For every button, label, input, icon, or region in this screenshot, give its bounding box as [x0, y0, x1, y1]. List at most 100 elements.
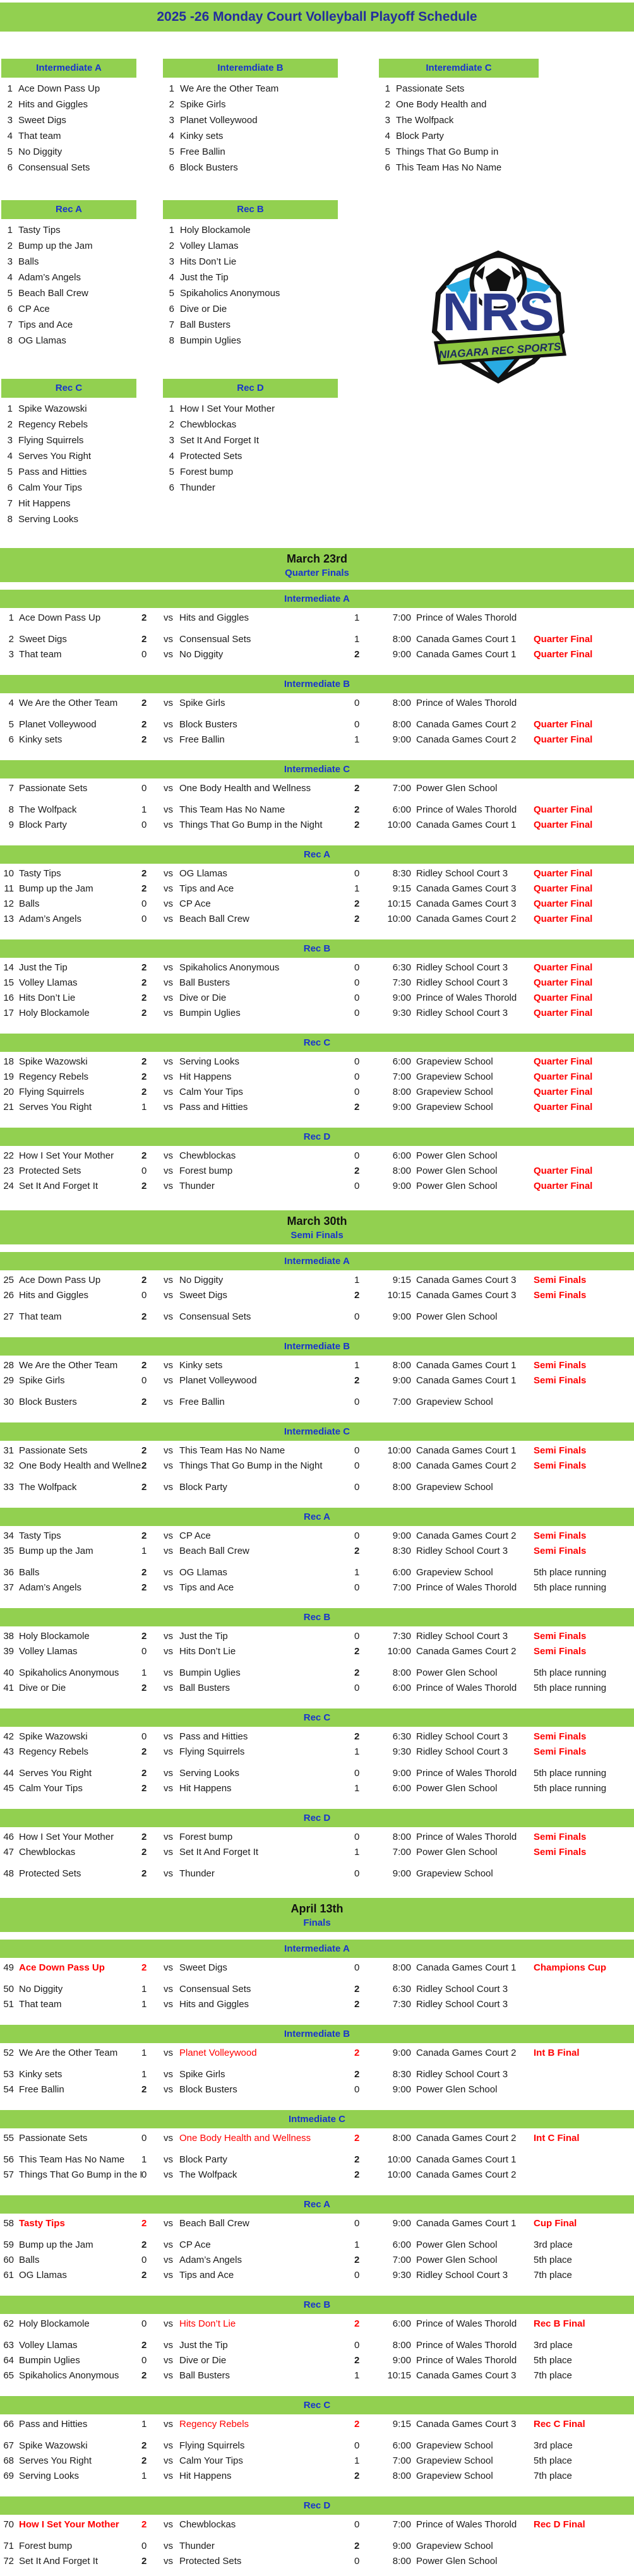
game-result-label: Champions Cup: [534, 1962, 606, 1973]
game-venue: Prince of Wales Thorold: [416, 2339, 517, 2351]
game-row: 4 We Are the Other Team 2 vs Spike Girls 0 8:0…: [0, 695, 634, 710]
home-score: 0: [141, 782, 147, 794]
team-seed-number: 6: [169, 482, 174, 493]
game-row: 59 Bump up the Jam 2 vs CP Ace 1 6:00 Power Gle…: [0, 2237, 634, 2252]
game-venue: Canada Games Court 1: [416, 1374, 517, 1386]
game-number: 38: [3, 1630, 14, 1642]
home-team: OG Llamas: [19, 2269, 67, 2281]
team-name: Free Ballin: [180, 146, 225, 157]
vs-label: vs: [164, 1007, 173, 1018]
logo-cyan-right: [519, 275, 551, 304]
team-name: How I Set Your Mother: [180, 403, 275, 414]
home-team: Things That Go Bump in the Night: [19, 2169, 141, 2180]
game-venue: Prince of Wales Thorold: [416, 804, 517, 815]
team-name: Kinky sets: [180, 131, 224, 141]
away-team: Hits and Giggles: [179, 1998, 249, 2010]
division-team-list-rec-b: Rec B 1 Holy Blockamole 2 Volley Llamas 3 Hits…: [163, 200, 338, 349]
team-seed-number: 5: [7, 467, 13, 477]
game-row: 24 Set It And Forget It 2 vs Thunder 0 9:00 Pow…: [0, 1178, 634, 1193]
division-group: Intermediate A 49 Ace Down Pass Up 2 vs Sweet…: [0, 1940, 634, 2017]
game-time: 9:30: [392, 1746, 411, 1757]
team-list-item: 4 Serves You Right: [1, 448, 136, 464]
game-number: 16: [3, 992, 14, 1003]
game-row: 63 Volley Llamas 2 vs Just the Tip 0 8:00 Princ…: [0, 2337, 634, 2352]
page-title: 2025 -26 Monday Court Volleyball Playoff…: [157, 9, 477, 24]
vs-label: vs: [164, 1445, 173, 1456]
home-score: 2: [141, 1274, 147, 1285]
away-team: Planet Volleywood: [179, 2047, 257, 2058]
vs-label: vs: [164, 2555, 173, 2567]
away-score: 0: [354, 2217, 360, 2229]
game-time: 9:00: [392, 734, 411, 745]
home-team: Adam’s Angels: [19, 913, 81, 924]
away-score: 2: [354, 913, 360, 924]
game-venue: Ridley School Court 3: [416, 962, 508, 973]
division-group: Rec C 66 Pass and Hitties 1 vs Regency Rebels…: [0, 2396, 634, 2489]
vs-label: vs: [164, 1101, 173, 1112]
team-list: 1 Holy Blockamole 2 Volley Llamas 3 Hits Don’…: [163, 222, 338, 349]
game-row: 6 Kinky sets 2 vs Free Ballin 1 9:00 Canada Gam…: [0, 732, 634, 747]
vs-label: vs: [164, 1056, 173, 1067]
home-score: 2: [141, 2239, 147, 2250]
game-number: 17: [3, 1007, 14, 1018]
game-result-label: Semi Finals: [534, 1645, 587, 1657]
team-list: 1 Ace Down Pass Up 2 Hits and Giggles 3 Sweet…: [1, 81, 136, 176]
game-venue: Canada Games Court 2: [416, 913, 517, 924]
team-seed-number: 4: [169, 272, 174, 283]
team-seed-number: 6: [7, 482, 13, 493]
team-list-item: 6 Dive or Die: [163, 301, 338, 317]
team-name: Protected Sets: [180, 451, 242, 462]
game-number: 50: [3, 1983, 14, 1995]
home-score: 2: [141, 883, 147, 894]
game-number: 64: [3, 2354, 14, 2366]
division-banner: Intermediate C: [0, 1422, 634, 1441]
game-number: 71: [3, 2540, 14, 2551]
away-team: Chewblockas: [179, 2519, 236, 2530]
game-time: 9:00: [392, 1311, 411, 1322]
game-row: 42 Spike Wazowski 0 vs Pass and Hitties 2 6:30…: [0, 1729, 634, 1744]
game-number: 63: [3, 2339, 14, 2351]
away-score: 0: [354, 1630, 360, 1642]
game-number: 12: [3, 898, 14, 909]
home-score: 2: [141, 1311, 147, 1322]
away-team: Hits Don’t Lie: [179, 2318, 236, 2329]
team-name: One Body Health and: [396, 99, 487, 110]
game-result-label: 5th place running: [534, 1566, 607, 1578]
team-seed-number: 8: [169, 335, 174, 346]
division-team-list-rec-d: Rec D 1 How I Set Your Mother 2 Chewblockas 3…: [163, 379, 338, 496]
game-row: 11 Bump up the Jam 2 vs Tips and Ace 1 9:15 Can…: [0, 881, 634, 896]
home-score: 2: [141, 1071, 147, 1082]
home-team: Ace Down Pass Up: [19, 1274, 101, 1285]
game-row: 36 Balls 2 vs OG Llamas 1 6:00 Grapeview School…: [0, 1565, 634, 1580]
away-team: Pass and Hitties: [179, 1101, 248, 1112]
game-time: 9:15: [392, 1274, 411, 1285]
game-number: 27: [3, 1311, 14, 1322]
home-team: Spike Wazowski: [19, 1731, 88, 1742]
games-list: 18 Spike Wazowski 2 vs Serving Looks 0 6:00 Gra…: [0, 1052, 634, 1120]
team-seed-number: 8: [7, 514, 13, 525]
games-list: 1 Ace Down Pass Up 2 vs Hits and Giggles 1 7:0…: [0, 608, 634, 667]
game-time: 6:00: [392, 1056, 411, 1067]
home-score: 2: [141, 1746, 147, 1757]
vs-label: vs: [164, 1359, 173, 1371]
game-time: 8:30: [392, 868, 411, 879]
team-list-item: 5 Forest bump: [163, 464, 338, 480]
game-row: 37 Adam’s Angels 2 vs Tips and Ace 0 7:00 Princ…: [0, 1580, 634, 1595]
game-result-label: Quarter Final: [534, 1165, 593, 1176]
game-result-label: 5th place running: [534, 1682, 607, 1693]
team-name: Sweet Digs: [18, 115, 66, 126]
away-team: Free Ballin: [179, 1396, 225, 1407]
team-list-item: 8 Bumpin Uglies: [163, 333, 338, 349]
team-list: 1 Spike Wazowski 2 Regency Rebels 3 Flying Sq…: [1, 401, 136, 527]
game-number: 9: [8, 819, 14, 830]
game-result-label: Quarter Final: [534, 883, 593, 894]
team-seed-number: 4: [7, 272, 13, 283]
home-team: Spike Wazowski: [19, 1056, 88, 1067]
vs-label: vs: [164, 1396, 173, 1407]
away-score: 0: [354, 977, 360, 988]
division-group: Rec D 22 How I Set Your Mother 2 vs Chewblock…: [0, 1128, 634, 1199]
away-score: 1: [354, 1846, 360, 1857]
team-list-item: 4 That team: [1, 128, 136, 144]
team-seed-number: 4: [385, 131, 390, 141]
